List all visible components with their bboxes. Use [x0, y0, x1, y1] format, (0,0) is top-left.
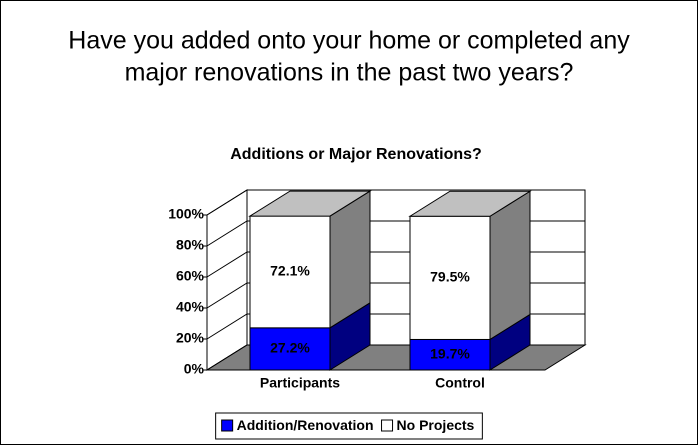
bar-top [408, 190, 532, 217]
data-label: 72.1% [270, 263, 310, 279]
legend-label: No Projects [397, 417, 475, 433]
bar-side [489, 190, 531, 341]
x-tick-label: Participants [260, 375, 340, 391]
bar [249, 327, 331, 371]
data-label: 27.2% [270, 340, 310, 356]
x-tick-label: Control [435, 375, 485, 391]
headline: major renovations in the past two years? [125, 59, 574, 87]
legend-swatch [381, 419, 394, 432]
y-tick-label: 40% [176, 299, 205, 315]
legend-label: Addition/Renovation [237, 417, 374, 433]
y-tick-label: 60% [176, 268, 205, 284]
side-wall [206, 189, 248, 371]
bar [249, 215, 331, 329]
bar [409, 215, 491, 340]
y-tick-label: 100% [168, 206, 204, 222]
y-tick-label: 0% [184, 361, 205, 377]
headline: Have you added onto your home or complet… [68, 27, 630, 55]
data-label: 79.5% [430, 269, 470, 285]
legend [215, 412, 483, 440]
y-tick-label: 80% [176, 237, 205, 253]
bar-top [248, 190, 372, 217]
chart-title: Additions or Major Renovations? [230, 146, 482, 163]
grid-line [206, 189, 585, 216]
legend-swatch [221, 419, 234, 432]
data-label: 19.7% [430, 345, 470, 361]
y-tick-label: 20% [176, 330, 205, 346]
